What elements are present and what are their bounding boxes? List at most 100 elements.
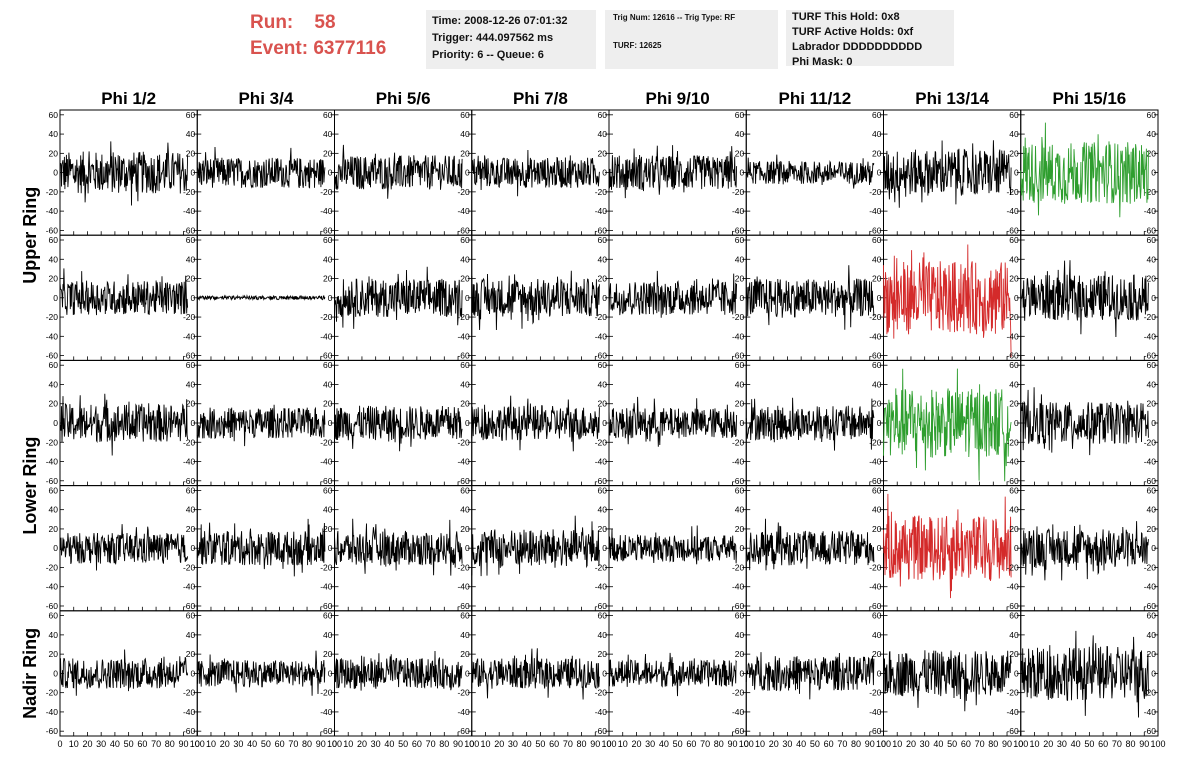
y-tick-label: -60: [457, 351, 470, 361]
x-tick-label: 20: [906, 739, 916, 749]
y-tick-label: -40: [595, 582, 608, 592]
y-tick-label: -60: [1144, 351, 1157, 361]
y-tick-label: -60: [457, 601, 470, 611]
waveform-panel: -60 -60 -40 -40 -20 -20 0 0 20 20 40 40 60 60 0 10 20 30 4…: [1006, 610, 1166, 749]
waveform-panel: -60 -60 -40 -40 -20 -20 0 0 20 20 40 40 60 60: [1006, 109, 1159, 236]
time-info-box: Time: 2008-12-26 07:01:32 Trigger: 444.0…: [426, 10, 596, 69]
y-tick-label: 0: [740, 668, 745, 678]
y-tick-label: -20: [1006, 688, 1019, 698]
y-tick-label: 40: [323, 254, 333, 264]
panel-frame: [1020, 234, 1159, 361]
y-tick-label: 0: [1014, 543, 1019, 553]
y-tick-label: -60: [183, 225, 196, 235]
y-tick-label: 20: [186, 399, 196, 409]
x-tick-label: 20: [220, 739, 230, 749]
y-tick-label: -40: [320, 582, 333, 592]
waveform-trace: [471, 648, 600, 700]
run-event-header: Run: 58 Event: 6377116: [250, 10, 386, 62]
y-tick-label: 60: [186, 235, 196, 245]
y-tick-label: -40: [732, 457, 745, 467]
y-tick-label: -20: [869, 437, 882, 447]
x-tick-label: 90: [1002, 739, 1012, 749]
y-tick-label: 0: [328, 543, 333, 553]
y-tick-label: -60: [732, 476, 745, 486]
x-tick-label: 70: [1112, 739, 1122, 749]
y-tick-label: 20: [872, 148, 882, 158]
y-tick-label: 60: [186, 611, 196, 621]
y-tick-label: 20: [186, 524, 196, 534]
x-tick-label: 40: [384, 739, 394, 749]
x-tick-label: 90: [316, 739, 326, 749]
y-tick-label: 40: [1147, 379, 1157, 389]
y-tick-label: -20: [732, 187, 745, 197]
y-tick-label: 0: [1151, 543, 1156, 553]
x-tick-label: 40: [110, 739, 120, 749]
y-tick-label: 40: [872, 505, 882, 515]
y-tick-label: -40: [1144, 707, 1157, 717]
panel-frame: [883, 359, 1022, 487]
y-tick-label: -60: [595, 351, 608, 361]
y-tick-label: -20: [732, 312, 745, 322]
y-tick-label: -40: [46, 707, 59, 717]
x-tick-label: 50: [810, 739, 820, 749]
waveform-trace: [608, 145, 738, 199]
priority-text: Priority: 6 -- Queue: 6: [432, 49, 544, 61]
waveform-trace: [59, 649, 189, 696]
y-tick-label: -60: [595, 726, 608, 736]
y-tick-label: 60: [735, 110, 745, 120]
y-tick-label: 60: [735, 611, 745, 621]
y-tick-label: 60: [49, 611, 59, 621]
row-label: Nadir Ring: [20, 628, 40, 719]
y-tick-label: -40: [183, 457, 196, 467]
waveform-panel: -60 -40 -20 0 20 40 60: [457, 485, 610, 612]
waveform-trace: [745, 265, 875, 330]
x-tick-label: 60: [412, 739, 422, 749]
y-tick-label: 0: [740, 543, 745, 553]
y-tick-label: 20: [1009, 399, 1019, 409]
y-tick-label: 20: [323, 274, 333, 284]
waveform-trace: [334, 405, 463, 452]
waveform-panel: -60 -40 -20 0 20 40 60: [46, 109, 198, 236]
waveform-panel: -60 -60 -40 -40 -20 -20 0 0 20 20 40 40 60 60: [1006, 234, 1159, 361]
x-tick-label: 90: [590, 739, 600, 749]
y-tick-label: -60: [183, 601, 196, 611]
y-tick-label: 20: [735, 274, 745, 284]
x-tick-label: 20: [357, 739, 367, 749]
y-tick-label: 20: [735, 524, 745, 534]
waveform-panel: -60 -40 -20 0 20 40 60: [46, 234, 198, 361]
x-tick-label: 30: [645, 739, 655, 749]
y-tick-label: -20: [46, 312, 59, 322]
y-tick-label: 0: [877, 293, 882, 303]
y-tick-label: -20: [183, 187, 196, 197]
y-tick-label: -40: [732, 331, 745, 341]
y-tick-label: -40: [1006, 582, 1019, 592]
trig-num-text: Trig Num: 12616 -- Trig Type: RF: [613, 13, 736, 22]
waveform-trace: [196, 146, 326, 189]
x-tick-label: 90: [453, 739, 463, 749]
y-tick-label: 20: [460, 524, 470, 534]
y-tick-label: 0: [191, 543, 196, 553]
waveform-trace: [59, 393, 189, 456]
y-tick-label: 40: [1009, 630, 1019, 640]
x-tick-label: 0: [469, 739, 474, 749]
waveform-trace: [1020, 521, 1149, 581]
y-tick-label: -60: [46, 225, 59, 235]
y-tick-label: 0: [602, 543, 607, 553]
y-tick-label: -20: [46, 437, 59, 447]
y-tick-label: 0: [465, 668, 470, 678]
y-tick-label: 20: [872, 524, 882, 534]
x-tick-label: 70: [288, 739, 298, 749]
y-tick-label: 0: [191, 668, 196, 678]
x-tick-label: 60: [686, 739, 696, 749]
x-tick-label: 90: [1139, 739, 1149, 749]
y-tick-label: 40: [872, 630, 882, 640]
column-header: Phi 13/14: [915, 89, 989, 108]
y-tick-label: -60: [46, 601, 59, 611]
y-tick-label: -60: [1006, 601, 1019, 611]
x-tick-label: 80: [988, 739, 998, 749]
turf-hold-text: TURF This Hold: 0x8: [792, 11, 900, 23]
run-line: Run: 58: [250, 10, 386, 36]
y-tick-label: 60: [1147, 611, 1157, 621]
